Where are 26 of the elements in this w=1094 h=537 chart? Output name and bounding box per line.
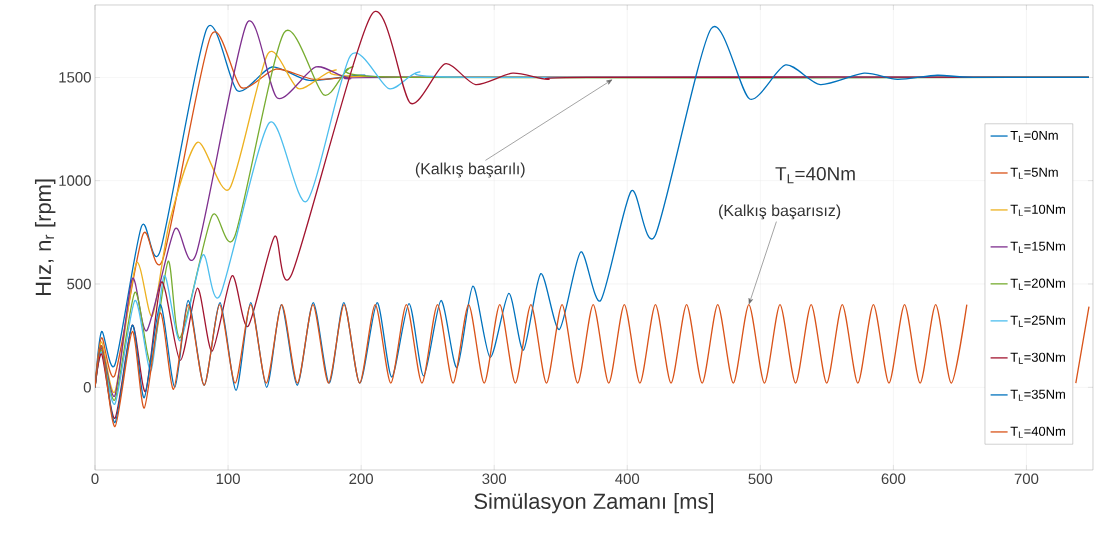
legend-label: T$_{L}$=40Nm [1010, 426, 1065, 438]
x-tick-label: 100 [216, 473, 240, 485]
x-tick-label: 600 [881, 473, 906, 485]
legend-label: T$_{L}$=35Nm [1010, 389, 1065, 401]
x-tick-label: 400 [615, 473, 640, 485]
x-tick-label: 0 [91, 473, 99, 485]
legend-label: T$_{L}$=25Nm [1010, 315, 1065, 327]
y-tick-label: 0 [83, 382, 91, 393]
y-tick-label: 1000 [59, 175, 91, 186]
x-tick-label: 500 [748, 473, 773, 485]
x-tick-label: 700 [1014, 473, 1039, 485]
annotation: T$_{L}$=40Nm [775, 166, 855, 184]
legend-label: T$_{L}$=10Nm [1010, 204, 1065, 216]
annotation: (Kalkış başarısız) [719, 204, 841, 220]
legend-label: T$_{L}$=30Nm [1010, 352, 1065, 364]
x-tick-label: 200 [349, 473, 373, 485]
legend-label: T$_{L}$=15Nm [1010, 241, 1065, 253]
annotation: (Kalkış başarılı) [415, 162, 525, 178]
y-tick-label: 500 [67, 278, 91, 290]
y-tick-label: 1500 [59, 72, 91, 83]
x-axis-title: Simülasyon Zamanı [ms] [474, 492, 713, 514]
y-axis-title: Hız, n$_{r}$ [rpm] [34, 179, 56, 296]
legend-label: T$_{L}$=0Nm [1010, 130, 1058, 142]
legend-label: T$_{L}$=5Nm [1010, 167, 1058, 179]
legend-label: T$_{L}$=20Nm [1010, 278, 1065, 290]
x-tick-label: 300 [482, 473, 507, 485]
